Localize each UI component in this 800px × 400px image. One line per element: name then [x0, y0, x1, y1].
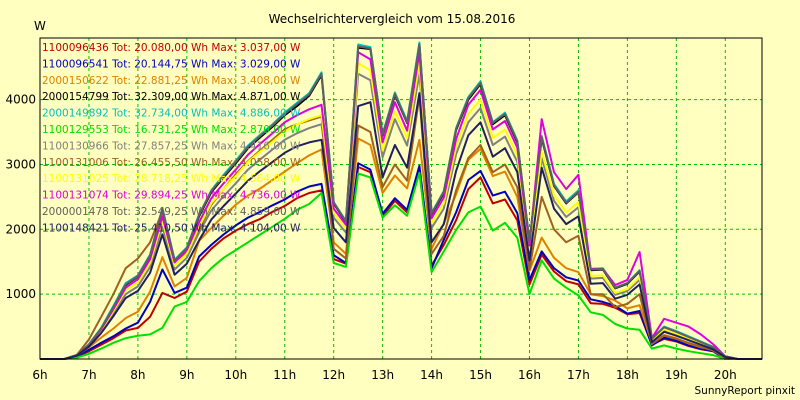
x-tick-label: 7h: [81, 368, 96, 382]
series-line-12: [40, 92, 762, 360]
legend-entry: 2000150622 Tot: 22.881,25 Wh Max: 3.408,…: [42, 75, 301, 87]
x-tick-label: 20h: [714, 368, 737, 382]
legend-entry: 1100096436 Tot: 20.080,00 Wh Max: 3.037,…: [42, 42, 301, 54]
y-axis-label: W: [34, 19, 46, 33]
y-tick-label: 4000: [5, 93, 36, 107]
y-axis-ticks: 1000 2000 3000 4000: [5, 93, 36, 302]
x-tick-label: 10h: [224, 368, 247, 382]
series-lines: [40, 41, 762, 360]
x-tick-label: 11h: [273, 368, 296, 382]
x-axis-ticks: 6h 7h 8h 9h 10h 11h 12h 13h 14h 15h 16h 17h 18h 19h 20…: [32, 368, 736, 382]
x-tick-label: 12h: [322, 368, 345, 382]
series-line-3: [40, 137, 762, 360]
x-tick-label: 17h: [567, 368, 590, 382]
legend-entry: 2000001478 Tot: 32.549,25 Wh Max: 4.859,…: [42, 206, 301, 218]
legend-entry: 1100148421 Tot: 25.410,50 Wh Max: 4.104,…: [42, 222, 301, 234]
x-tick-label: 15h: [469, 368, 492, 382]
legend-entry: 1100130966 Tot: 27.857,25 Wh Max: 4.416,…: [42, 140, 301, 152]
legend-entry: 1100131074 Tot: 29.894,25 Wh Max: 4.736,…: [42, 190, 301, 202]
x-tick-label: 6h: [32, 368, 47, 382]
legend-entry: 2000149892 Tot: 32.734,00 Wh Max: 4.886,…: [42, 108, 301, 120]
y-tick-label: 3000: [5, 157, 36, 171]
plot-area: [39, 37, 763, 360]
legend-entry: 1100131006 Tot: 26.455,50 Wh Max: 4.058,…: [42, 157, 301, 169]
x-tick-label: 16h: [518, 368, 541, 382]
legend-entry: 1100096541 Tot: 20.144,75 Wh Max: 3.029,…: [42, 58, 301, 70]
x-tick-label: 8h: [130, 368, 145, 382]
footer-credit: SunnyReport pinxit: [695, 385, 795, 397]
legend-entry: 2000154799 Tot: 32.309,00 Wh Max: 4.871,…: [42, 91, 301, 103]
chart-title: Wechselrichtervergleich vom 15.08.2016: [269, 12, 516, 26]
x-tick-label: 13h: [371, 368, 394, 382]
y-tick-label: 1000: [5, 287, 36, 301]
legend-entry: 1100129553 Tot: 16.731,25 Wh Max: 2.870,…: [42, 124, 301, 136]
legend: 1100096436 Tot: 20.080,00 Wh Max: 3.037,…: [42, 42, 301, 234]
x-tick-label: 9h: [179, 368, 194, 382]
x-tick-label: 14h: [420, 368, 443, 382]
x-tick-label: 18h: [616, 368, 639, 382]
series-line-2: [40, 162, 762, 360]
series-line-11: [40, 43, 762, 360]
y-tick-label: 2000: [5, 222, 36, 236]
legend-entry: 1100131025 Tot: 28.718,25 Wh Max: 4.564,…: [42, 173, 301, 185]
x-tick-label: 19h: [665, 368, 688, 382]
series-line-6: [40, 171, 762, 360]
